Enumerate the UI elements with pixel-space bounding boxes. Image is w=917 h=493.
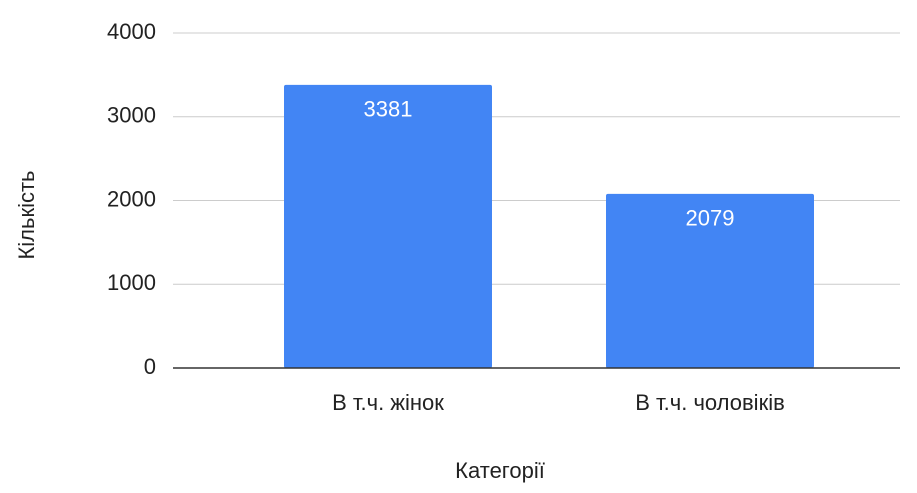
y-tick-label: 3000: [107, 103, 156, 128]
y-axis-label: Кількість: [14, 170, 39, 259]
y-tick-label: 0: [144, 354, 156, 379]
x-tick-label: В т.ч. чоловіків: [635, 390, 785, 415]
x-axis-label: Категорії: [455, 458, 545, 483]
y-tick-label: 4000: [107, 19, 156, 44]
y-tick-label: 1000: [107, 270, 156, 295]
data-label: 3381: [364, 97, 413, 122]
data-label: 2079: [686, 206, 735, 231]
bar: [284, 84, 492, 368]
x-tick-label: В т.ч. жінок: [332, 390, 444, 415]
bar: [606, 193, 814, 368]
y-tick-label: 2000: [107, 186, 156, 211]
